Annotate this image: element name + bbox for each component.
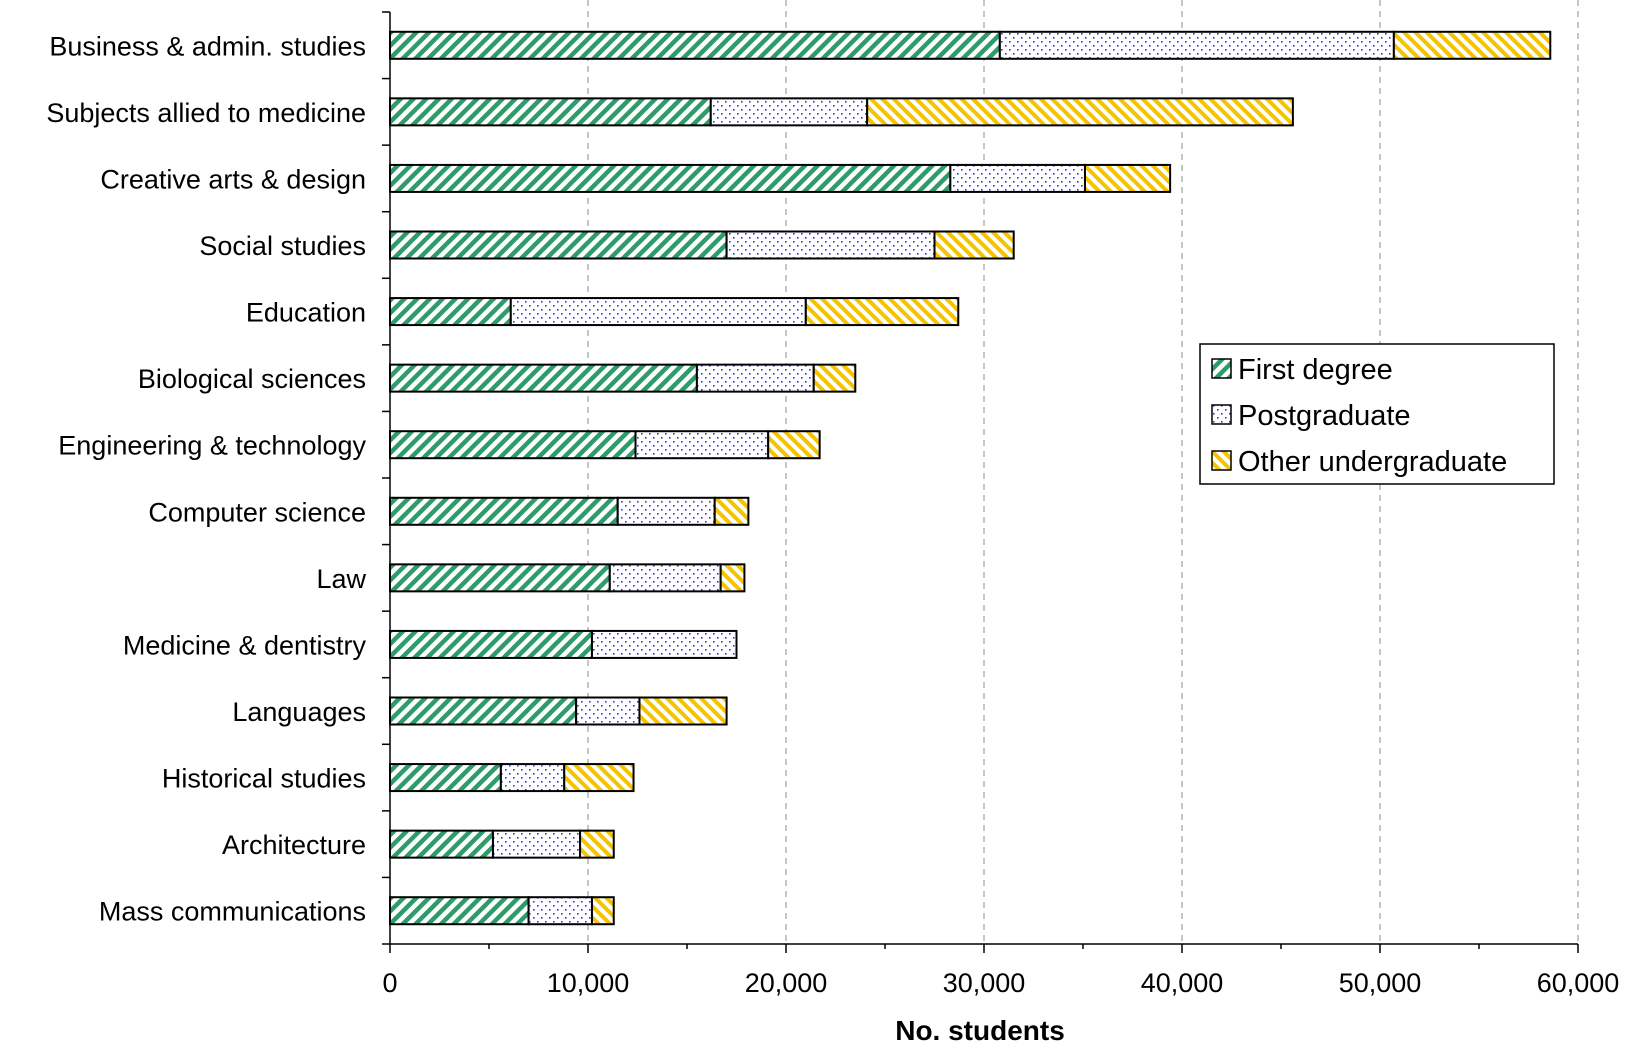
legend-label-other-undergraduate: Other undergraduate [1238, 446, 1507, 478]
category-label: Law [316, 564, 366, 594]
bar-postgraduate [608, 563, 722, 593]
bar-postgraduate [509, 297, 807, 327]
bar-other-undergraduate [804, 297, 960, 327]
bar-postgraduate [616, 496, 716, 526]
category-label: Social studies [199, 231, 366, 261]
bar-other-undergraduate [866, 97, 1294, 127]
bar-first-degree [389, 163, 952, 193]
bar-first-degree [389, 363, 698, 393]
bar-other-undergraduate [767, 430, 821, 460]
x-tick-label: 30,000 [943, 968, 1026, 998]
bar-postgraduate [695, 363, 815, 393]
bars [389, 30, 1552, 926]
legend-swatch-other-undergraduate [1211, 450, 1232, 471]
category-label: Computer science [148, 497, 366, 527]
bar-first-degree [389, 496, 619, 526]
x-tick-label: 50,000 [1339, 968, 1422, 998]
bar-postgraduate [527, 896, 593, 926]
bar-first-degree [389, 629, 593, 659]
bar-postgraduate [575, 696, 641, 726]
bar-other-undergraduate [719, 563, 746, 593]
category-label: Medicine & dentistry [123, 630, 367, 660]
bar-other-undergraduate [638, 696, 728, 726]
bar-postgraduate [499, 763, 566, 793]
bar-postgraduate [709, 97, 869, 127]
x-tick-label: 0 [382, 968, 397, 998]
category-label: Education [246, 298, 366, 328]
legend-box [1199, 343, 1555, 485]
x-tick-label: 60,000 [1537, 968, 1620, 998]
category-label: Architecture [222, 830, 366, 860]
category-label: Engineering & technology [58, 431, 366, 461]
category-label: Subjects allied to medicine [46, 98, 366, 128]
bar-first-degree [389, 829, 494, 859]
bar-first-degree [389, 430, 637, 460]
bar-postgraduate [634, 430, 770, 460]
x-tick-label: 20,000 [745, 968, 828, 998]
bar-other-undergraduate [933, 230, 1015, 260]
bar-other-undergraduate [590, 896, 615, 926]
x-tick-label: 10,000 [547, 968, 630, 998]
bar-postgraduate [949, 163, 1086, 193]
category-label: Historical studies [162, 764, 366, 794]
category-labels: Business & admin. studies Subjects allied… [46, 31, 366, 926]
x-tick-label: 40,000 [1141, 968, 1224, 998]
category-label: Business & admin. studies [49, 31, 366, 61]
bar-other-undergraduate [713, 496, 750, 526]
bar-first-degree [389, 97, 712, 127]
legend-label-first-degree: First degree [1238, 354, 1393, 386]
bar-first-degree [389, 230, 728, 260]
bar-postgraduate [998, 30, 1395, 60]
bar-first-degree [389, 30, 1001, 60]
x-axis-title: No. students [895, 1015, 1065, 1046]
bar-postgraduate [491, 829, 582, 859]
bar-other-undergraduate [812, 363, 857, 393]
bar-first-degree [389, 896, 530, 926]
bar-other-undergraduate [1083, 163, 1172, 193]
category-label: Biological sciences [138, 364, 366, 394]
legend-swatch-first-degree [1211, 358, 1232, 379]
bar-first-degree [389, 763, 502, 793]
legend-label-postgraduate: Postgraduate [1238, 400, 1411, 432]
bar-other-undergraduate [579, 829, 615, 859]
bar-postgraduate [590, 629, 738, 659]
bar-postgraduate [725, 230, 936, 260]
bar-first-degree [389, 563, 611, 593]
category-label: Mass communications [99, 897, 366, 927]
bar-other-undergraduate [1392, 30, 1552, 60]
bar-first-degree [389, 696, 578, 726]
x-tick-labels: 0 10,000 20,000 30,000 40,000 50,000 60,000 [382, 968, 1619, 998]
legend: First degree Postgraduate Other undergradu… [1199, 343, 1555, 485]
category-label: Languages [232, 697, 366, 727]
bar-other-undergraduate [563, 763, 635, 793]
bar-first-degree [389, 297, 512, 327]
legend-swatch-postgraduate [1211, 404, 1232, 425]
category-label: Creative arts & design [100, 164, 366, 194]
